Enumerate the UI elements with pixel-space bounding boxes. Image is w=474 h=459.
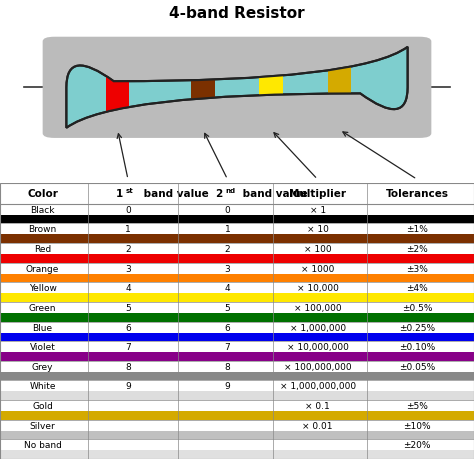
Text: ±0.10%: ±0.10% [399,342,435,352]
Text: Blue: Blue [33,323,53,332]
Bar [0,361,474,372]
Text: ±1%: ±1% [406,225,428,234]
Bar [0,215,474,224]
Text: 2: 2 [125,245,131,253]
Text: ±4%: ±4% [406,284,428,293]
Text: × 10: × 10 [307,225,328,234]
Bar [0,224,474,235]
Text: 6: 6 [125,323,131,332]
Text: Violet: Violet [30,342,55,352]
Text: No band: No band [24,440,62,449]
Bar [328,48,351,129]
Bar [0,411,474,420]
Text: ±0.25%: ±0.25% [399,323,435,332]
Text: × 1000: × 1000 [301,264,334,273]
Bar [0,294,474,302]
Bar [0,392,474,400]
Bar [0,302,474,313]
Bar [0,322,474,333]
Text: 9: 9 [125,381,131,391]
Text: nd: nd [225,188,235,194]
Text: Brown: Brown [28,225,57,234]
Text: Red: Red [34,245,51,253]
Text: Tolerances: Tolerances [386,189,448,199]
Text: 3: 3 [225,264,230,273]
Bar [0,313,474,322]
Text: Gold: Gold [32,401,53,410]
Text: × 10,000,000: × 10,000,000 [287,342,348,352]
Text: Silver: Silver [30,421,55,430]
Text: × 100: × 100 [304,245,331,253]
Bar [0,274,474,283]
Text: 1: 1 [125,225,131,234]
Text: × 1: × 1 [310,205,326,214]
Text: 3: 3 [125,264,131,273]
Text: st: st [126,188,133,194]
Text: 7: 7 [125,342,131,352]
Text: × 100,000,000: × 100,000,000 [284,362,351,371]
Text: 0: 0 [225,205,230,214]
Text: band value: band value [140,189,209,199]
Bar [0,353,474,361]
PathPatch shape [66,48,408,129]
Text: 5: 5 [125,303,131,312]
Text: × 1,000,000,000: × 1,000,000,000 [280,381,356,391]
Text: ±0.05%: ±0.05% [399,362,435,371]
Text: 8: 8 [125,362,131,371]
Text: 8: 8 [225,362,230,371]
Bar [0,235,474,243]
Bar [0,204,474,215]
Text: 4: 4 [125,284,131,293]
Text: 4-band Resistor: 4-band Resistor [169,6,305,21]
Text: 1: 1 [116,189,123,199]
Text: ±0.5%: ±0.5% [402,303,432,312]
Bar [0,420,474,431]
Text: 5: 5 [225,303,230,312]
Text: 6: 6 [225,323,230,332]
Bar [191,48,215,129]
Text: White: White [29,381,56,391]
Text: 4: 4 [225,284,230,293]
Text: Multiplier: Multiplier [289,189,346,199]
Bar [0,400,474,411]
Bar [0,263,474,274]
Text: × 10,000: × 10,000 [297,284,338,293]
Text: 2: 2 [225,245,230,253]
Text: Color: Color [27,189,58,199]
Bar [0,254,474,263]
Text: ±2%: ±2% [406,245,428,253]
Text: 2: 2 [216,189,223,199]
Bar [0,439,474,450]
Text: 0: 0 [125,205,131,214]
Text: 9: 9 [225,381,230,391]
Bar [0,333,474,341]
Text: × 100,000: × 100,000 [294,303,341,312]
Bar [0,283,474,294]
Text: 1: 1 [225,225,230,234]
Text: Grey: Grey [32,362,54,371]
Text: Yellow: Yellow [29,284,56,293]
Bar [0,450,474,459]
Bar [0,341,474,353]
Text: Black: Black [30,205,55,214]
Text: Green: Green [29,303,56,312]
Text: × 0.01: × 0.01 [302,421,333,430]
Bar [0,243,474,254]
Text: ±5%: ±5% [406,401,428,410]
FancyBboxPatch shape [43,38,431,139]
Bar [106,48,129,129]
Bar [0,431,474,439]
Text: 7: 7 [225,342,230,352]
Text: Orange: Orange [26,264,59,273]
Bar [0,372,474,381]
Text: × 0.1: × 0.1 [305,401,330,410]
Text: × 1,000,000: × 1,000,000 [290,323,346,332]
Text: ±20%: ±20% [403,440,431,449]
Text: ±10%: ±10% [403,421,431,430]
Bar [0,381,474,392]
Text: ±3%: ±3% [406,264,428,273]
Bar [259,48,283,129]
Text: band value: band value [239,189,308,199]
Bar [0,184,474,204]
